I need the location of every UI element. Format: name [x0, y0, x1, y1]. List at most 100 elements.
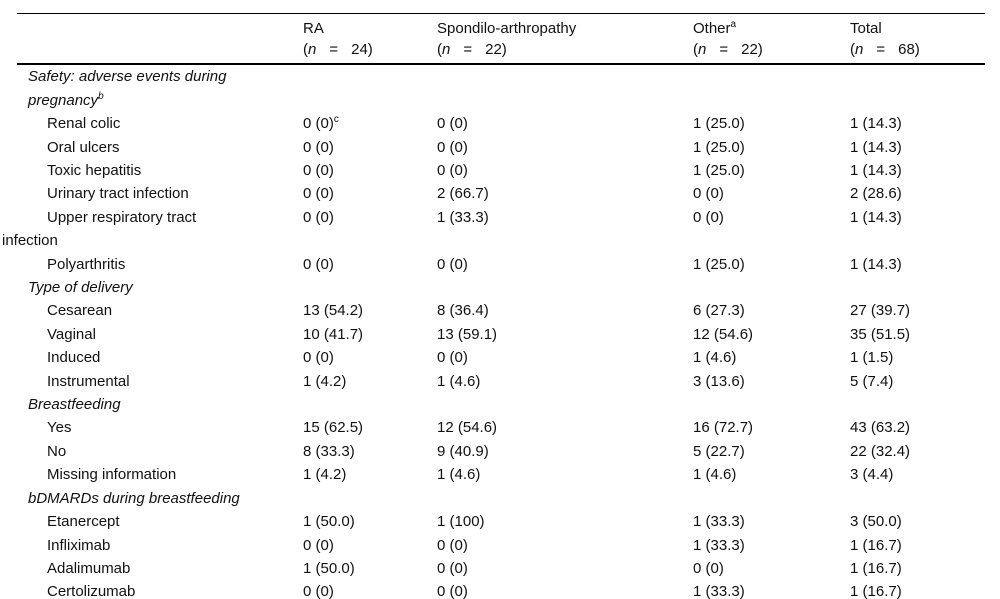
row-label: Urinary tract infection — [47, 185, 189, 203]
data-cell: 5 (22.7) — [693, 442, 745, 460]
table-row: Adalimumab 1 (50.0) 0 (0) 0 (0) 1 (16.7) — [0, 557, 1000, 580]
row-label: Renal colic — [47, 115, 121, 133]
data-cell: 0 (0) — [303, 349, 334, 367]
column-header-other: Othera (n = 22) — [693, 18, 850, 60]
table-header-rule — [17, 63, 985, 66]
table-row: Vaginal 10 (41.7) 13 (59.1) 12 (54.6) 35 (51… — [0, 323, 1000, 346]
data-cell: 1 (14.3) — [850, 255, 902, 273]
data-cell: 27 (39.7) — [850, 302, 911, 320]
data-cell: 0 (0) — [303, 138, 334, 156]
data-cell: 3 (13.6) — [693, 372, 745, 390]
column-n-count: (n = 22) — [437, 41, 507, 59]
data-cell: 1 (33.3) — [693, 583, 745, 599]
row-label: Breastfeeding — [28, 396, 121, 414]
data-cell: 0 (0) — [437, 162, 468, 180]
row-label: Etanercept — [47, 513, 120, 531]
column-header-total: Total (n = 68) — [850, 18, 1000, 60]
row-label: Adalimumab — [47, 559, 131, 577]
data-cell: 1 (14.3) — [850, 208, 902, 226]
data-cell: 10 (41.7) — [303, 325, 364, 343]
column-superscript: a — [730, 19, 737, 31]
data-cell: 1 (4.2) — [303, 466, 347, 484]
data-cell: 1 (4.6) — [437, 466, 481, 484]
data-cell: 15 (62.5) — [303, 419, 364, 437]
row-label: Oral ulcers — [47, 138, 120, 156]
row-label: Type of delivery — [28, 279, 133, 297]
section-header-row: bDMARDs during breastfeeding — [0, 487, 1000, 510]
data-cell: 0 (0)c — [303, 114, 339, 133]
data-cell: 0 (0) — [303, 185, 334, 203]
column-n-count: (n = 22) — [693, 41, 763, 59]
data-cell: 2 (66.7) — [437, 185, 489, 203]
data-cell: 3 (4.4) — [850, 466, 894, 484]
column-title: Othera — [693, 19, 737, 38]
row-label: Induced — [47, 349, 101, 367]
data-cell: 1 (16.7) — [850, 559, 902, 577]
data-cell: 1 (25.0) — [693, 138, 745, 156]
table-row: Instrumental 1 (4.2) 1 (4.6) 3 (13.6) 5 (7.4… — [0, 370, 1000, 393]
table-row: Etanercept 1 (50.0) 1 (100) 1 (33.3) 3 (50.0… — [0, 510, 1000, 533]
data-cell: 1 (4.6) — [437, 372, 481, 390]
row-label: bDMARDs during breastfeeding — [28, 489, 240, 507]
data-cell: 0 (0) — [693, 559, 724, 577]
data-cell: 0 (0) — [437, 583, 468, 599]
data-cell: 0 (0) — [303, 536, 334, 554]
column-title: Total — [850, 20, 882, 38]
data-cell: 1 (25.0) — [693, 255, 745, 273]
data-cell: 13 (54.2) — [303, 302, 364, 320]
table-row: Urinary tract infection 0 (0) 2 (66.7) 0 (0… — [0, 182, 1000, 205]
data-cell: 0 (0) — [303, 162, 334, 180]
row-label: Yes — [47, 419, 72, 437]
column-header-spondilo-arthropathy: Spondilo-arthropathy (n = 22) — [437, 18, 693, 60]
table-row: Upper respiratory tract infection 0 (0) 1 … — [0, 206, 1000, 253]
row-label: Safety: adverse events during pregnancyb — [28, 68, 227, 109]
column-title: RA — [303, 20, 324, 38]
table-top-rule — [17, 13, 985, 15]
data-cell: 0 (0) — [437, 536, 468, 554]
table-row: Oral ulcers 0 (0) 0 (0) 1 (25.0) 1 (14.3) — [0, 136, 1000, 159]
table-row: No 8 (33.3) 9 (40.9) 5 (22.7) 22 (32.4) — [0, 440, 1000, 463]
data-cell: 13 (59.1) — [437, 325, 498, 343]
data-cell: 16 (72.7) — [693, 419, 754, 437]
row-label: Polyarthritis — [47, 255, 126, 273]
data-cell: 1 (14.3) — [850, 138, 902, 156]
row-label: Upper respiratory tract infection — [2, 208, 197, 250]
data-cell: 1 (33.3) — [693, 513, 745, 531]
row-label: Toxic hepatitis — [47, 162, 142, 180]
data-cell: 1 (33.3) — [437, 208, 489, 226]
row-label: Instrumental — [47, 372, 130, 390]
data-cell: 0 (0) — [437, 349, 468, 367]
data-cell: 43 (63.2) — [850, 419, 911, 437]
section-header-row: Breastfeeding — [0, 393, 1000, 416]
data-cell: 8 (33.3) — [303, 442, 355, 460]
row-label: Vaginal — [47, 325, 96, 343]
data-cell: 22 (32.4) — [850, 442, 911, 460]
column-header-ra: RA (n = 24) — [303, 18, 437, 60]
data-cell: 1 (4.2) — [303, 372, 347, 390]
column-n-count: (n = 68) — [850, 41, 920, 59]
data-cell: 2 (28.6) — [850, 185, 902, 203]
row-superscript: b — [98, 90, 104, 102]
data-cell: 1 (100) — [437, 513, 485, 531]
data-cell: 1 (16.7) — [850, 583, 902, 599]
data-cell: 9 (40.9) — [437, 442, 489, 460]
data-cell: 12 (54.6) — [693, 325, 754, 343]
section-header-row: Type of delivery — [0, 276, 1000, 299]
data-cell: 3 (50.0) — [850, 513, 902, 531]
table-header-row: RA (n = 24) Spondilo-arthropathy (n = 22… — [0, 14, 1000, 63]
data-cell: 0 (0) — [303, 255, 334, 273]
data-cell: 0 (0) — [437, 255, 468, 273]
row-label: Infliximab — [47, 536, 111, 554]
data-cell: 0 (0) — [303, 583, 334, 599]
table-row: Certolizumab 0 (0) 0 (0) 1 (33.3) 1 (16.7) — [0, 580, 1000, 599]
data-cell: 1 (25.0) — [693, 162, 745, 180]
data-cell: 1 (25.0) — [693, 115, 745, 133]
data-cell: 5 (7.4) — [850, 372, 894, 390]
data-cell: 0 (0) — [303, 208, 334, 226]
data-cell: 0 (0) — [437, 138, 468, 156]
section-header-row: Safety: adverse events during pregnancyb — [0, 65, 1000, 112]
row-label: No — [47, 442, 67, 460]
column-n-count: (n = 24) — [303, 41, 373, 59]
data-cell: 1 (50.0) — [303, 513, 355, 531]
table-row: Infliximab 0 (0) 0 (0) 1 (33.3) 1 (16.7) — [0, 534, 1000, 557]
